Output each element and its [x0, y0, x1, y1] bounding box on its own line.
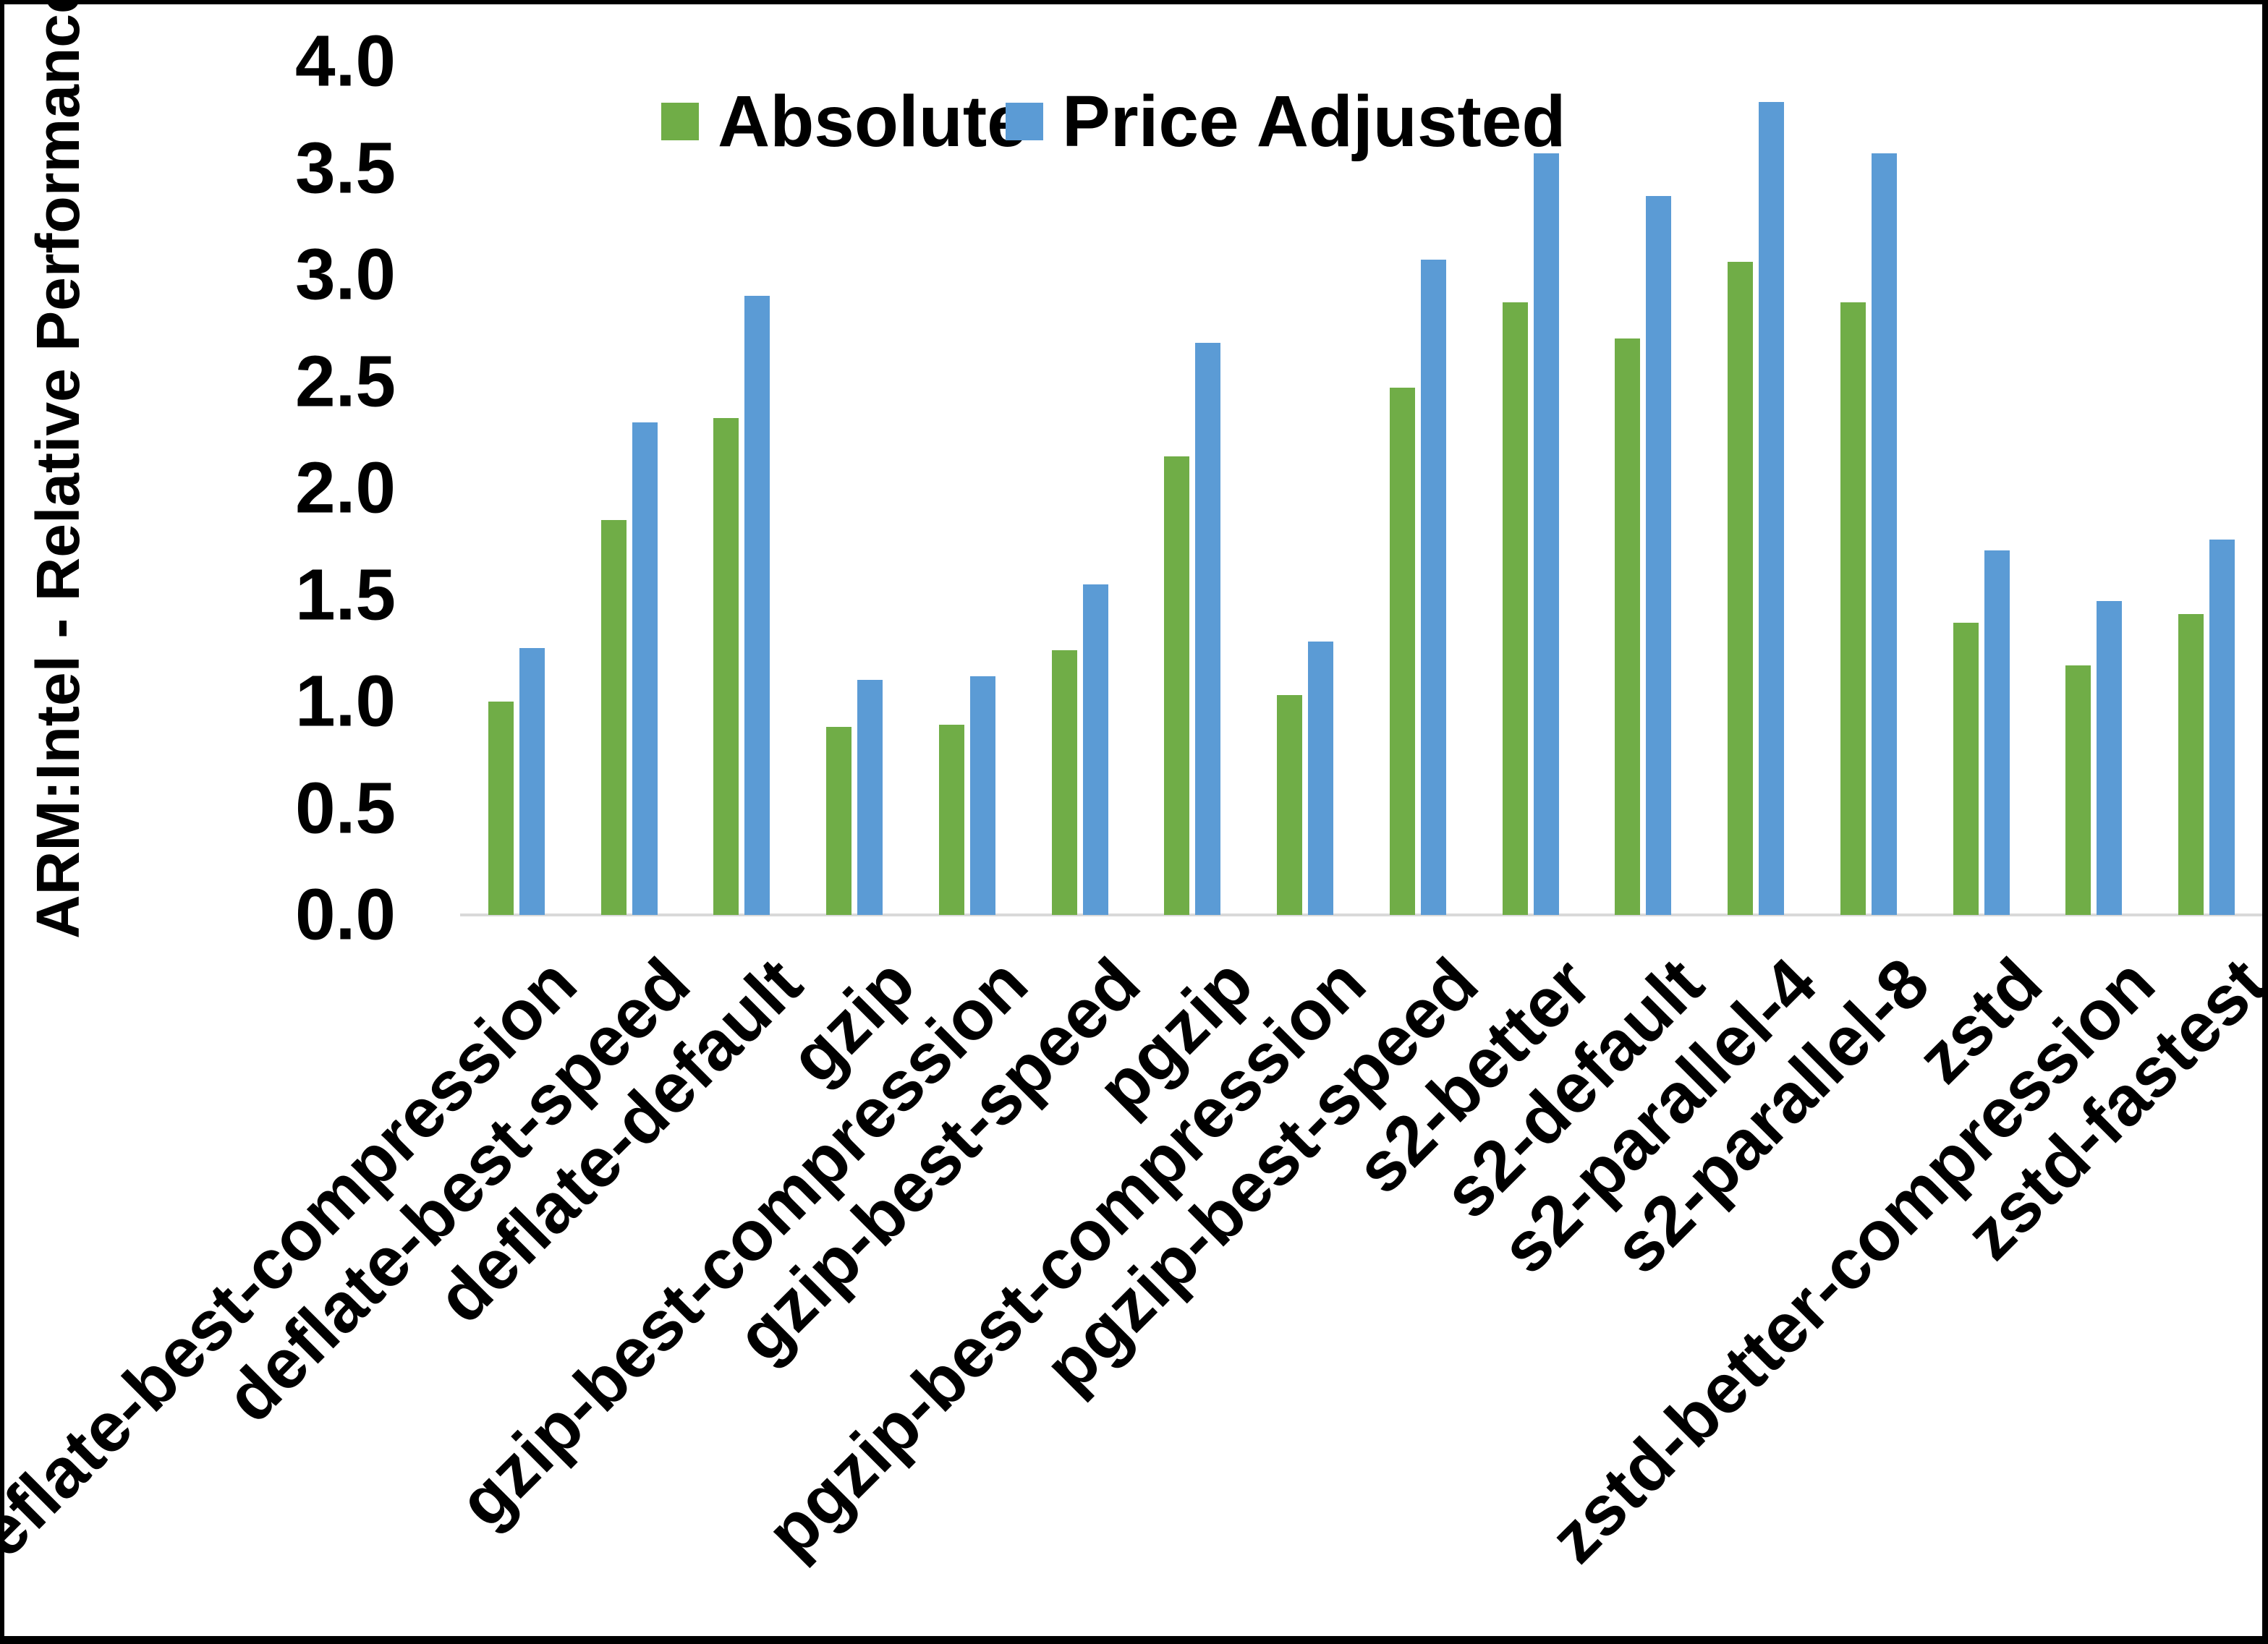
bar-price-adjusted-s2-default [1646, 196, 1671, 915]
y-tick-label-1.5: 1.5 [294, 554, 396, 635]
bar-absolute-s2-parallel-4 [1728, 262, 1753, 915]
bar-price-adjusted-deflate-best-speed [632, 422, 658, 915]
bar-absolute-zstd [1953, 623, 1979, 915]
bar-absolute-zstd-fastest [2178, 614, 2204, 915]
bar-absolute-deflate-best-compression [488, 702, 514, 915]
bar-price-adjusted-pgzip-best-compression [1308, 642, 1333, 915]
bar-absolute-s2-better [1503, 302, 1528, 915]
bar-absolute-pgzip [1164, 456, 1189, 915]
bar-price-adjusted-deflate-default [744, 296, 770, 915]
y-tick-label-2.5: 2.5 [294, 341, 396, 422]
bar-absolute-zstd-better-compression [2065, 665, 2091, 915]
y-tick-label-0.0: 0.0 [294, 874, 396, 955]
bar-absolute-deflate-best-speed [601, 520, 627, 915]
bar-price-adjusted-deflate-best-compression [519, 648, 545, 915]
bar-absolute-s2-default [1615, 338, 1640, 915]
bar-absolute-gzip-best-compression [939, 725, 964, 915]
legend-label-price-adjusted: Price Adjusted [1062, 81, 1566, 162]
y-tick-label-3.5: 3.5 [294, 127, 396, 208]
bar-absolute-pgzip-best-compression [1277, 695, 1302, 915]
y-tick-label-2.0: 2.0 [294, 447, 396, 529]
bar-price-adjusted-s2-parallel-8 [1872, 153, 1897, 915]
y-tick-label-3.0: 3.0 [294, 234, 396, 315]
y-axis-title: ARM:Intel - Relative Performance [24, 0, 92, 939]
bar-price-adjusted-s2-parallel-4 [1759, 102, 1784, 915]
bar-price-adjusted-zstd [1984, 550, 2010, 915]
bar-absolute-s2-parallel-8 [1840, 302, 1866, 915]
bar-price-adjusted-pgzip [1195, 343, 1220, 915]
bar-absolute-gzip [826, 727, 851, 915]
bar-price-adjusted-gzip-best-compression [970, 676, 995, 915]
y-tick-label-4.0: 4.0 [294, 20, 396, 102]
legend-swatch-absolute [661, 103, 699, 140]
bar-price-adjusted-s2-better [1534, 153, 1559, 915]
bar-absolute-gzip-best-speed [1052, 650, 1077, 915]
legend-swatch-price-adjusted [1006, 103, 1043, 140]
bar-price-adjusted-zstd-better-compression [2097, 601, 2122, 915]
y-tick-label-1.0: 1.0 [294, 660, 396, 742]
y-tick-label-0.5: 0.5 [294, 767, 396, 848]
legend-label-absolute: Absolute [718, 81, 1027, 162]
bar-absolute-deflate-default [713, 418, 739, 915]
bar-price-adjusted-gzip [857, 680, 883, 915]
bar-absolute-pgzip-best-speed [1390, 388, 1415, 915]
bar-price-adjusted-pgzip-best-speed [1421, 260, 1446, 915]
x-axis-line [460, 913, 2262, 916]
bar-price-adjusted-zstd-fastest [2209, 540, 2235, 915]
bar-price-adjusted-gzip-best-speed [1083, 584, 1108, 915]
